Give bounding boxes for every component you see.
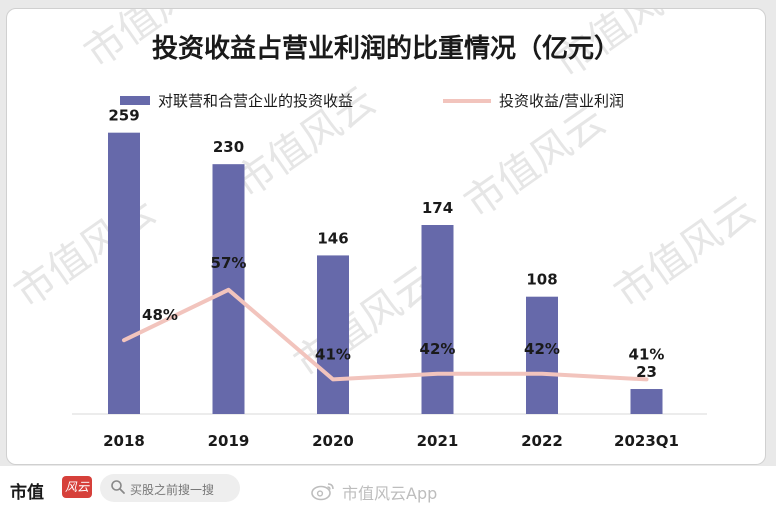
legend-bar-label: 对联营和合营企业的投资收益 bbox=[158, 92, 353, 110]
footer-bar: 市值 风云 买股之前搜一搜 市值风云App bbox=[0, 466, 776, 514]
bar-value-label: 23 bbox=[636, 363, 657, 381]
x-tick-label: 2018 bbox=[103, 432, 145, 450]
x-tick-labels: 2018 2019 2020 2021 2022 2023Q1 bbox=[103, 432, 679, 450]
x-tick-label: 2023Q1 bbox=[614, 432, 679, 450]
bar bbox=[421, 225, 454, 414]
weibo-icon bbox=[311, 483, 334, 501]
bar-series bbox=[108, 132, 663, 414]
x-tick-label: 2020 bbox=[312, 432, 354, 450]
chart-card: 市值风云 市值风云 市值风云 市值风云 市值风云 市值风云 市值风云 投资收益占… bbox=[6, 8, 766, 465]
watermark: 市值风云 bbox=[606, 188, 763, 317]
bar bbox=[526, 296, 558, 414]
legend-bar-swatch bbox=[120, 96, 150, 105]
bar-value-label: 108 bbox=[526, 271, 557, 289]
search-icon bbox=[111, 480, 125, 494]
bar-value-label: 146 bbox=[317, 229, 348, 247]
search-box[interactable]: 买股之前搜一搜 bbox=[100, 474, 240, 502]
ratio-value-label: 41% bbox=[315, 345, 351, 363]
brand-seal: 风云 bbox=[62, 476, 92, 498]
watermark: 市值风云 bbox=[286, 258, 443, 387]
bar-value-label: 259 bbox=[108, 107, 139, 125]
bar-value-label: 230 bbox=[213, 138, 244, 156]
legend: 对联营和合营企业的投资收益 投资收益/营业利润 bbox=[120, 92, 624, 110]
x-tick-label: 2019 bbox=[208, 432, 250, 450]
ratio-value-label: 48% bbox=[142, 306, 178, 324]
bar bbox=[108, 132, 140, 414]
ratio-value-label: 41% bbox=[629, 345, 665, 363]
ratio-value-label: 42% bbox=[420, 340, 456, 358]
x-tick-label: 2021 bbox=[417, 432, 459, 450]
bar-line-chart: 市值风云 市值风云 市值风云 市值风云 市值风云 市值风云 市值风云 投资收益占… bbox=[7, 9, 764, 450]
ratio-line bbox=[122, 287, 649, 382]
bar bbox=[630, 389, 663, 414]
x-tick-label: 2022 bbox=[521, 432, 563, 450]
legend-line-label: 投资收益/营业利润 bbox=[499, 92, 624, 110]
line-series bbox=[122, 287, 649, 382]
data-labels: 259 230 146 174 108 23 48% 57% 41% 42% 42% 41% bbox=[108, 107, 664, 381]
ratio-value-label: 57% bbox=[211, 254, 247, 272]
search-placeholder: 买股之前搜一搜 bbox=[130, 483, 215, 497]
brand-logo-text: 市值 bbox=[10, 483, 44, 503]
bar-value-label: 174 bbox=[422, 199, 453, 217]
weibo-account-name: 市值风云App bbox=[342, 484, 438, 503]
watermark: 市值风云 bbox=[7, 188, 164, 317]
ratio-value-label: 42% bbox=[524, 340, 560, 358]
chart-title: 投资收益占营业利润的比重情况（亿元） bbox=[152, 33, 620, 64]
watermark: 市值风云 bbox=[456, 98, 613, 227]
bar bbox=[317, 255, 349, 414]
